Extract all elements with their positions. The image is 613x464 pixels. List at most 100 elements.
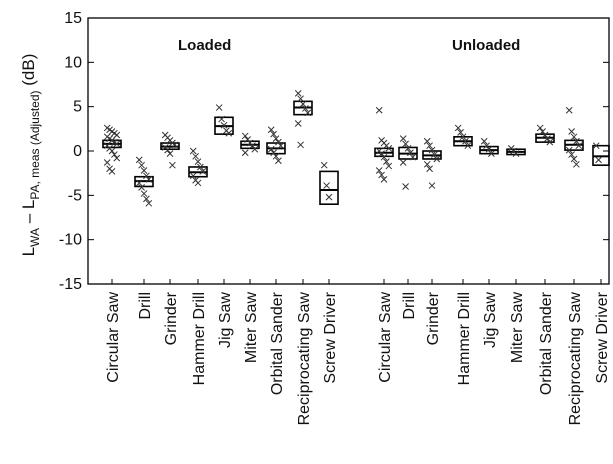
data-point [277,142,285,150]
data-point-stroke [143,172,150,180]
data-point-stroke [573,137,580,145]
data-point-stroke [512,150,520,158]
data-point-stroke [428,146,436,154]
data-point-stroke [399,135,407,142]
data-point-stroke [297,95,304,103]
data-point [267,145,275,153]
data-point [138,161,145,169]
data-point [215,104,223,111]
data-point-stroke [385,162,393,170]
data-point-stroke [383,158,390,165]
data-point [113,154,121,162]
data-point-stroke [454,124,462,132]
data-point [192,152,199,160]
x-tick-label: Circular Saw [377,292,394,383]
data-point [197,163,204,171]
data-point [135,156,143,164]
data-point [113,140,121,148]
data-point-stroke [138,161,145,169]
data-point-stroke [575,142,583,150]
data-point [378,150,385,158]
data-point-stroke [380,153,388,161]
data-point [457,129,464,136]
group-label-loaded: Loaded [178,37,231,54]
box-jig-saw [214,104,234,137]
data-point-stroke [409,153,417,161]
data-point-stroke [194,158,202,165]
data-point-stroke [113,131,121,139]
data-point-stroke [544,135,551,142]
data-point-stroke [294,120,302,127]
data-point [404,144,412,152]
data-point [241,149,249,157]
data-point-stroke [378,171,385,179]
box-drill [398,135,418,190]
data-point-stroke [423,160,431,168]
data-point-stroke [140,167,148,174]
data-point [325,193,333,201]
data-point-stroke [135,156,143,164]
data-point [270,149,277,157]
data-point-stroke [375,106,383,114]
data-point-stroke [457,129,464,136]
data-point-stroke [426,142,433,150]
data-point [145,176,153,183]
data-point-stroke [189,147,197,155]
y-tick-label: -15 [59,276,82,293]
data-point [423,160,431,168]
data-point-stroke [194,179,202,187]
data-point-stroke [404,144,412,152]
data-point-stroke [275,157,282,165]
data-point [423,137,431,145]
x-tick-label: Screw Driver [322,291,339,383]
data-point-stroke [241,149,249,157]
box-reciprocating-saw [564,106,584,168]
data-point [135,179,143,187]
data-point-stroke [272,135,280,142]
data-point [275,138,282,146]
data-point [275,157,282,165]
data-point-stroke [423,137,431,145]
y-tick-label: 5 [73,99,82,116]
data-point-stroke [140,190,148,197]
data-point [380,176,388,183]
data-point-stroke [143,195,150,203]
box-screw-driver [319,161,339,205]
data-point [272,152,280,160]
data-point-stroke [426,165,433,173]
data-point [218,115,225,123]
data-point-stroke [241,132,249,140]
data-point-stroke [431,151,438,158]
data-point-stroke [380,176,388,183]
data-point [433,155,441,163]
data-point [375,167,383,174]
data-point [575,142,583,150]
data-point-stroke [323,182,330,189]
data-point [480,137,488,145]
data-point-stroke [385,144,393,152]
data-point-stroke [108,147,116,155]
data-point [399,159,407,166]
data-point [220,121,228,129]
data-point [323,182,330,189]
data-point [249,142,256,150]
data-point [294,90,302,97]
data-point [138,183,145,191]
data-point [380,153,388,161]
x-tick-label: Grinder [425,291,442,345]
box-hammer-drill [188,147,208,187]
data-point-stroke [270,149,277,157]
y-tick-label: -5 [68,187,82,204]
data-point [402,140,409,148]
box-drill [134,156,154,207]
x-tick-label: Miter Saw [509,292,526,364]
data-point-stroke [570,133,578,141]
box-hammer-drill [453,124,473,150]
data-point [464,142,472,150]
data-point-stroke [108,168,116,175]
data-point [143,172,150,180]
data-point [272,135,280,142]
data-point [536,124,544,132]
y-tick-label: 0 [73,143,82,160]
data-point-stroke [541,131,549,139]
